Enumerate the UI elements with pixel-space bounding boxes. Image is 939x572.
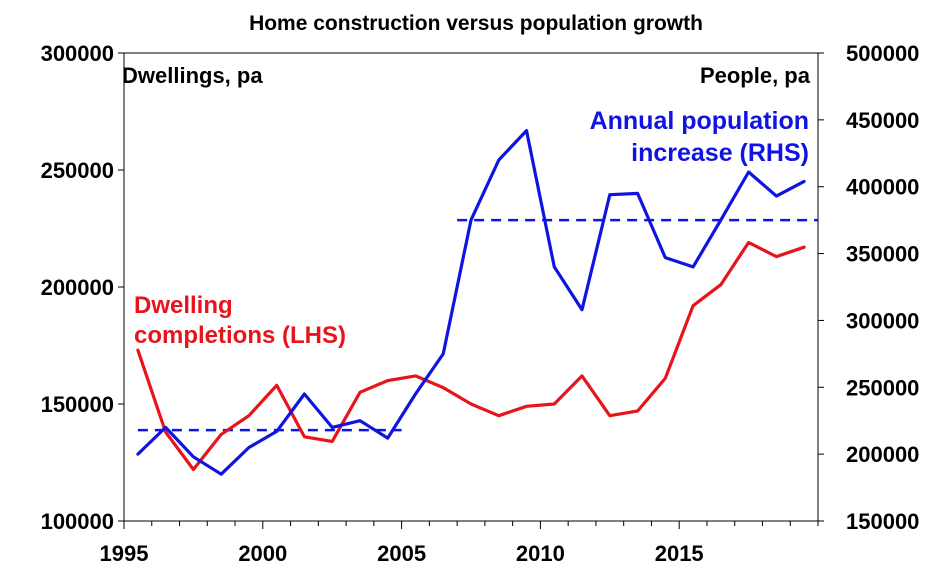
red-series-label-line-2: completions (LHS) <box>134 322 346 349</box>
right-axis-ticks: 150000 200000 250000 300000 350000 400000 4500… <box>818 41 919 534</box>
population-increase-line <box>136 129 806 476</box>
right-tick-label: 350000 <box>846 242 919 267</box>
right-tick-label: 450000 <box>846 108 919 133</box>
dwelling-completions-line <box>136 240 806 472</box>
series-lines <box>136 129 806 476</box>
red-series-label-line-1: Dwelling <box>134 292 233 319</box>
left-axis-title: Dwellings, pa <box>122 63 263 88</box>
x-tick-label: 2015 <box>655 541 704 566</box>
right-axis-title: People, pa <box>700 63 811 88</box>
right-tick-label: 250000 <box>846 375 919 400</box>
left-axis-ticks: 100000 150000 200000 250000 300000 <box>41 41 124 534</box>
x-tick-label: 1995 <box>100 541 149 566</box>
chart-title: Home construction versus population grow… <box>249 12 703 35</box>
left-tick-label: 250000 <box>41 158 114 183</box>
left-tick-label: 200000 <box>41 275 114 300</box>
right-tick-label: 200000 <box>846 442 919 467</box>
blue-series-label-line-2: increase (RHS) <box>631 139 809 167</box>
right-tick-label: 400000 <box>846 175 919 200</box>
left-tick-label: 300000 <box>41 41 114 66</box>
reference-lines <box>137 218 818 432</box>
right-tick-label: 150000 <box>846 509 919 534</box>
blue-series-label-line-1: Annual population <box>590 107 809 135</box>
x-tick-label: 2000 <box>238 541 287 566</box>
x-axis-ticks: 1995 2000 2005 2010 2015 <box>100 521 819 566</box>
x-tick-label: 2005 <box>377 541 426 566</box>
left-tick-label: 100000 <box>41 509 114 534</box>
plot-frame <box>123 52 819 522</box>
x-tick-label: 2010 <box>516 541 565 566</box>
blue-series-label: Annual population increase (RHS) <box>590 107 809 167</box>
left-tick-label: 150000 <box>41 392 114 417</box>
red-series-label: Dwelling completions (LHS) <box>134 292 346 349</box>
right-tick-label: 300000 <box>846 308 919 333</box>
right-tick-label: 500000 <box>846 41 919 66</box>
